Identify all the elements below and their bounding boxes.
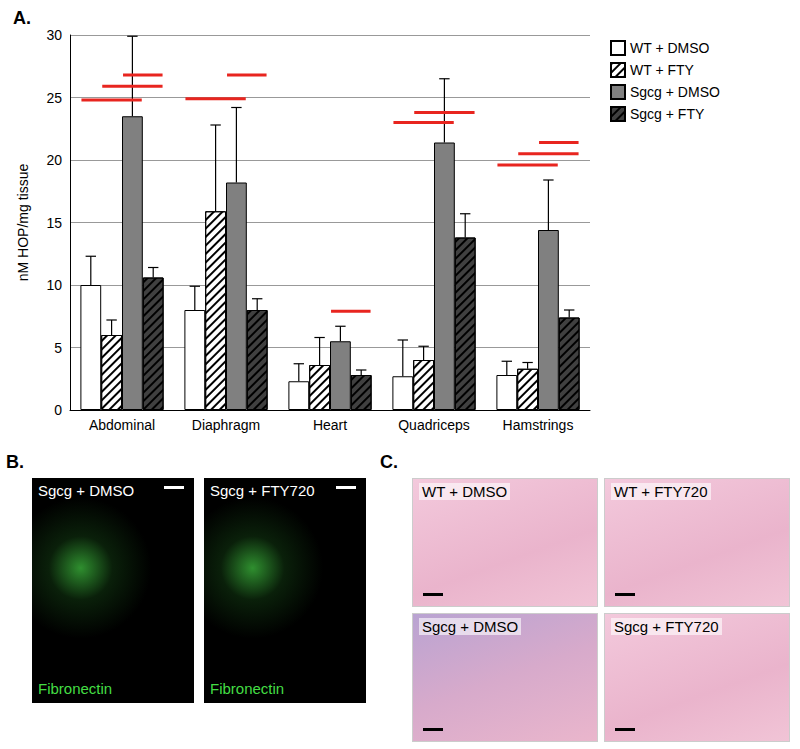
svg-text:Heart: Heart bbox=[313, 417, 347, 433]
svg-text:25: 25 bbox=[46, 90, 62, 106]
html-text:C.: C. bbox=[380, 452, 398, 472]
svg-text:nM HOP/mg tissue: nM HOP/mg tissue bbox=[15, 164, 31, 282]
svg-text:5: 5 bbox=[54, 340, 62, 356]
html-text:Sgcg + DMSO: Sgcg + DMSO bbox=[422, 618, 519, 635]
svg-text:0: 0 bbox=[54, 402, 62, 418]
svg-text:A.: A. bbox=[13, 8, 31, 28]
svg-text:WT + FTY: WT + FTY bbox=[630, 62, 695, 78]
svg-text:Diaphragm: Diaphragm bbox=[192, 417, 260, 433]
html-text:Fibronectin: Fibronectin bbox=[210, 680, 285, 697]
svg-text:Quadriceps: Quadriceps bbox=[398, 417, 470, 433]
html-text:WT + DMSO: WT + DMSO bbox=[422, 483, 508, 500]
svg-text:10: 10 bbox=[46, 277, 62, 293]
html-text:Sgcg + DMSO: Sgcg + DMSO bbox=[38, 482, 135, 499]
svg-text:20: 20 bbox=[46, 152, 62, 168]
html-text:WT + FTY720: WT + FTY720 bbox=[614, 483, 708, 500]
svg-text:Sgcg + DMSO: Sgcg + DMSO bbox=[630, 84, 720, 100]
svg-text:Hamstrings: Hamstrings bbox=[503, 417, 574, 433]
html-text:Sgcg + FTY720: Sgcg + FTY720 bbox=[210, 482, 315, 499]
html-text:Fibronectin: Fibronectin bbox=[38, 680, 113, 697]
html-text:Sgcg + FTY720: Sgcg + FTY720 bbox=[614, 618, 719, 635]
svg-text:15: 15 bbox=[46, 215, 62, 231]
svg-text:Abdominal: Abdominal bbox=[89, 417, 155, 433]
svg-text:Sgcg + FTY: Sgcg + FTY bbox=[630, 106, 705, 122]
svg-text:30: 30 bbox=[46, 27, 62, 43]
svg-text:WT + DMSO: WT + DMSO bbox=[630, 40, 710, 56]
html-text:B.: B. bbox=[6, 452, 24, 472]
